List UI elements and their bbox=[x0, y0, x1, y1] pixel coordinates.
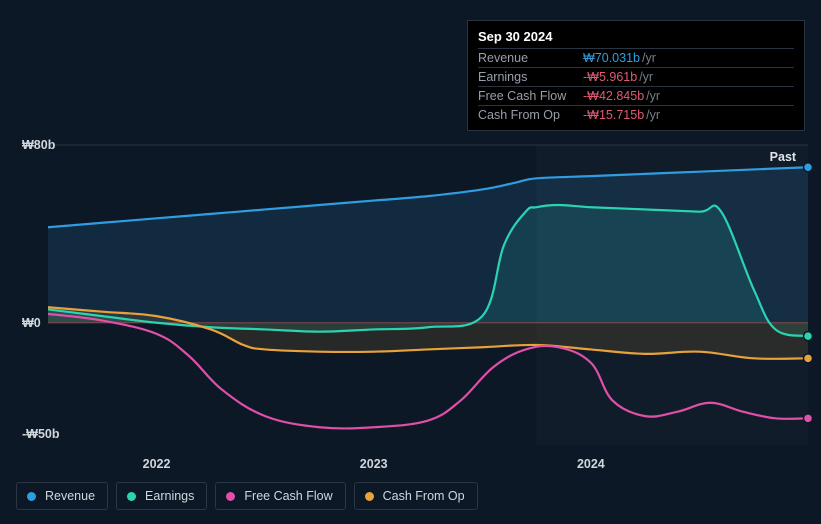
x-axis-label: 2023 bbox=[360, 457, 388, 471]
legend-dot-icon bbox=[127, 492, 136, 501]
tooltip-value: -₩42.845b bbox=[583, 89, 644, 103]
tooltip-card: Sep 30 2024 Revenue ₩70.031b /yr Earning… bbox=[467, 20, 805, 131]
legend-label: Cash From Op bbox=[383, 489, 465, 503]
tooltip-unit: /yr bbox=[646, 108, 660, 122]
past-label: Past bbox=[770, 150, 796, 164]
legend: Revenue Earnings Free Cash Flow Cash Fro… bbox=[16, 482, 478, 510]
tooltip-label: Revenue bbox=[478, 51, 583, 65]
y-axis-label: -₩50b bbox=[22, 427, 60, 441]
tooltip-value: -₩15.715b bbox=[583, 108, 644, 122]
legend-label: Earnings bbox=[145, 489, 194, 503]
tooltip-unit: /yr bbox=[642, 51, 656, 65]
tooltip-label: Earnings bbox=[478, 70, 583, 84]
tooltip-row-earnings: Earnings -₩5.961b /yr bbox=[478, 67, 794, 86]
tooltip-row-revenue: Revenue ₩70.031b /yr bbox=[478, 48, 794, 67]
tooltip-unit: /yr bbox=[646, 89, 660, 103]
tooltip-value: -₩5.961b bbox=[583, 70, 637, 84]
tooltip-value: ₩70.031b bbox=[583, 51, 640, 65]
legend-label: Free Cash Flow bbox=[244, 489, 332, 503]
legend-dot-icon bbox=[27, 492, 36, 501]
tooltip-unit: /yr bbox=[639, 70, 653, 84]
legend-item-fcf[interactable]: Free Cash Flow bbox=[215, 482, 345, 510]
legend-label: Revenue bbox=[45, 489, 95, 503]
legend-dot-icon bbox=[365, 492, 374, 501]
x-axis-label: 2024 bbox=[577, 457, 605, 471]
legend-dot-icon bbox=[226, 492, 235, 501]
tooltip-row-cfo: Cash From Op -₩15.715b /yr bbox=[478, 105, 794, 124]
y-axis-label: ₩80b bbox=[22, 138, 55, 152]
tooltip-title: Sep 30 2024 bbox=[478, 27, 794, 48]
tooltip-label: Free Cash Flow bbox=[478, 89, 583, 103]
tooltip-row-fcf: Free Cash Flow -₩42.845b /yr bbox=[478, 86, 794, 105]
legend-item-cfo[interactable]: Cash From Op bbox=[354, 482, 478, 510]
legend-item-revenue[interactable]: Revenue bbox=[16, 482, 108, 510]
chart-container: Sep 30 2024 Revenue ₩70.031b /yr Earning… bbox=[0, 0, 821, 524]
tooltip-label: Cash From Op bbox=[478, 108, 583, 122]
legend-item-earnings[interactable]: Earnings bbox=[116, 482, 207, 510]
x-axis-label: 2022 bbox=[143, 457, 171, 471]
y-axis-label: ₩0 bbox=[22, 316, 41, 330]
